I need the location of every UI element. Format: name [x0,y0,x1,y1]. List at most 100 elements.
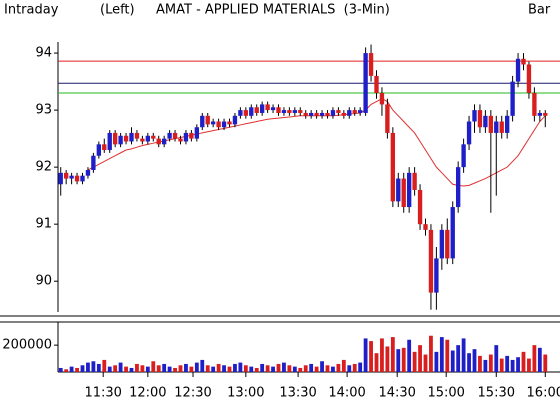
volume-bar [418,345,422,372]
candle-body [102,144,107,151]
volume-bar [320,361,324,372]
candle-body [330,110,336,116]
candle-body [477,110,483,128]
candle-body [466,121,472,145]
volume-bar [282,362,286,372]
volume-bar [407,339,412,372]
candle-body [428,229,434,293]
candle-body [276,107,281,113]
volume-bar [347,365,352,372]
y-tick-label: 93 [35,103,52,118]
volume-bar [325,365,330,372]
candle-body [151,135,156,139]
candle-body [259,104,265,113]
candle-body [287,110,292,113]
candle-body [107,132,112,151]
candle-body [521,58,526,65]
candle-body [134,132,140,139]
candle-body [341,112,347,116]
candle-body [303,112,308,116]
volume-bar [352,363,357,372]
volume-bar [64,369,69,372]
volume-bar [75,367,79,372]
candle-body [156,138,161,145]
x-tick-label: 15:30 [478,386,515,401]
candle-body [336,110,341,113]
candle-body [80,175,85,182]
candle-body [183,132,189,142]
volume-bar [118,362,123,372]
volume-bar [238,362,243,372]
volume-bar [249,366,254,372]
volume-bar [461,338,466,372]
volume-bar [439,337,444,372]
volume-bar [543,354,548,372]
volume-bar [151,361,156,372]
candle-body [494,121,499,133]
volume-bar [276,363,281,372]
candle-body [357,110,363,113]
volume-bar [205,365,210,372]
volume-bar [385,346,390,372]
volume-bar [494,345,499,372]
volume-bar [69,366,74,372]
volume-bar [58,367,63,372]
candle-body [363,53,368,113]
x-tick-label: 14:00 [328,386,365,401]
volume-bar [173,367,177,372]
volume-bar [162,363,167,372]
volume-bar [140,365,145,372]
candle-body [210,121,216,125]
candle-body [85,169,91,176]
volume-bar [434,351,439,372]
x-tick-label: 12:30 [174,386,211,401]
volume-bar [124,366,128,372]
volume-bar [429,335,433,372]
candle-body [499,121,504,133]
volume-bar [271,366,275,372]
candle-body [254,107,259,113]
volume-bar [292,366,297,372]
candle-body [483,115,488,128]
candle-body [532,93,537,116]
candle-body [112,132,118,145]
volume-bar [194,362,199,372]
volume-bar [243,365,248,372]
volume-bar [363,338,368,372]
candle-body [537,112,543,116]
candle-body [298,110,303,113]
volume-bar [254,367,259,372]
y-tick-label: 90 [35,274,52,289]
candle-body [390,132,396,202]
candle-body [423,224,428,230]
candle-body [543,112,548,116]
volume-bar [456,345,461,372]
volume-bar [478,355,482,372]
volume-bar [412,351,417,372]
volume-bar [189,366,194,372]
volume-bar [396,349,401,372]
volume-bar [96,363,101,372]
volume-bar [211,366,216,372]
candle-body [227,121,232,125]
header-mode: Intraday [4,3,59,18]
volume-bar [184,363,188,372]
candle-body [74,175,80,182]
candle-body [243,110,249,116]
volume-bar [445,339,450,372]
volume-bar [86,362,90,372]
candle-body [396,178,401,202]
candle-body [347,110,352,116]
volume-bar [260,363,265,372]
volume-bar [467,353,471,372]
volume-bar [488,354,493,372]
candle-body [379,93,385,105]
candle-body [270,107,276,111]
volume-bar [227,366,232,372]
candle-body [308,112,314,116]
candle-body [450,207,455,259]
candle-body [406,172,412,208]
x-tick-label: 14:30 [378,386,415,401]
candle-body [526,64,532,93]
